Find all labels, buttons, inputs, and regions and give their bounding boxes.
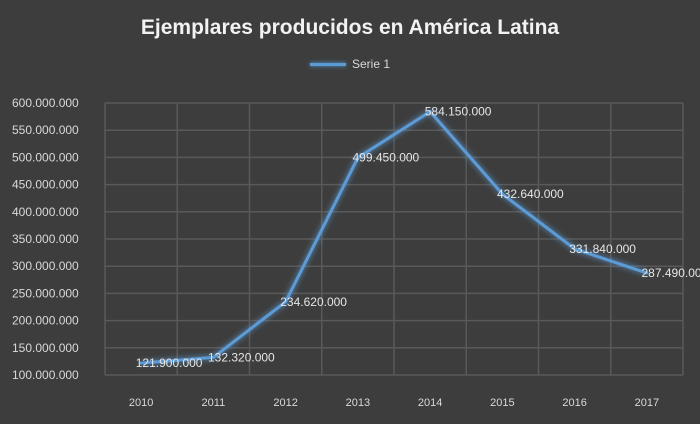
data-label: 132.320.000 <box>208 350 275 364</box>
y-tick-label: 300.000.000 <box>12 259 79 273</box>
data-point <box>500 192 504 196</box>
y-tick-label: 100.000.000 <box>12 368 79 382</box>
data-label: 584.150.000 <box>425 105 492 119</box>
data-label: 331.840.000 <box>569 242 636 256</box>
legend: Serie 1 <box>0 57 700 71</box>
data-point <box>139 361 143 365</box>
data-point <box>645 271 649 275</box>
x-tick-label: 2010 <box>129 397 153 409</box>
data-point <box>428 110 432 114</box>
legend-label: Serie 1 <box>351 57 391 71</box>
x-tick-label: 2016 <box>562 397 586 409</box>
x-tick-label: 2014 <box>418 397 442 409</box>
y-tick-label: 550.000.000 <box>12 123 79 137</box>
x-tick-label: 2012 <box>273 397 297 409</box>
x-tick-label: 2011 <box>202 397 226 409</box>
y-tick-label: 450.000.000 <box>12 178 79 192</box>
data-label: 287.490.000 <box>642 266 700 280</box>
data-label: 121.900.000 <box>136 356 203 370</box>
x-tick-label: 2017 <box>635 397 659 409</box>
y-tick-label: 500.000.000 <box>12 150 79 164</box>
y-tick-label: 600.000.000 <box>12 96 79 110</box>
data-point <box>356 156 360 160</box>
data-point <box>573 247 577 251</box>
x-tick-label: 2015 <box>490 397 514 409</box>
legend-line-swatch <box>309 62 346 66</box>
chart-title: Ejemplares producidos en América Latina <box>140 16 560 39</box>
data-label: 234.620.000 <box>280 295 347 309</box>
y-tick-label: 400.000.000 <box>12 205 79 219</box>
y-tick-label: 200.000.000 <box>12 314 79 328</box>
series-line <box>141 110 648 365</box>
data-label: 499.450.000 <box>353 151 420 165</box>
y-tick-label: 250.000.000 <box>12 286 79 300</box>
y-tick-label: 350.000.000 <box>12 232 79 246</box>
data-label: 432.640.000 <box>497 187 564 201</box>
data-point <box>284 300 288 304</box>
data-point <box>211 355 215 359</box>
x-tick-label: 2013 <box>346 397 370 409</box>
y-tick-label: 150.000.000 <box>12 341 79 355</box>
